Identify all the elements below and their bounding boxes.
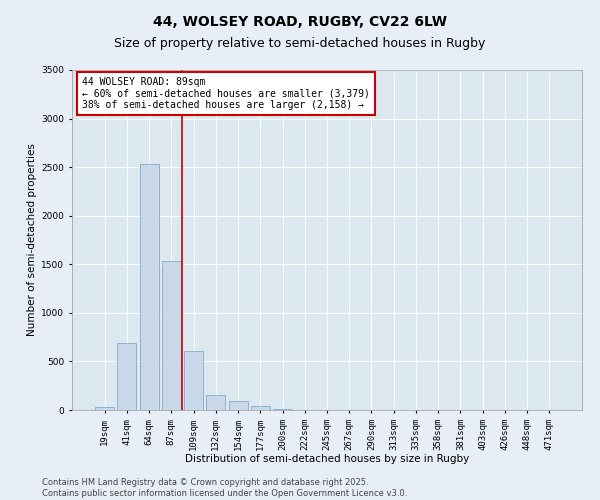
X-axis label: Distribution of semi-detached houses by size in Rugby: Distribution of semi-detached houses by … <box>185 454 469 464</box>
Text: 44, WOLSEY ROAD, RUGBY, CV22 6LW: 44, WOLSEY ROAD, RUGBY, CV22 6LW <box>153 15 447 29</box>
Y-axis label: Number of semi-detached properties: Number of semi-detached properties <box>27 144 37 336</box>
Bar <box>140 164 158 410</box>
Bar <box>184 350 203 410</box>
Bar <box>273 409 292 410</box>
Bar <box>95 407 114 410</box>
Text: Size of property relative to semi-detached houses in Rugby: Size of property relative to semi-detach… <box>115 38 485 51</box>
Bar <box>118 343 136 410</box>
Text: 44 WOLSEY ROAD: 89sqm
← 60% of semi-detached houses are smaller (3,379)
38% of s: 44 WOLSEY ROAD: 89sqm ← 60% of semi-deta… <box>82 77 370 110</box>
Bar <box>162 262 181 410</box>
Bar <box>229 402 248 410</box>
Bar <box>251 406 270 410</box>
Text: Contains HM Land Registry data © Crown copyright and database right 2025.
Contai: Contains HM Land Registry data © Crown c… <box>42 478 407 498</box>
Bar <box>206 396 225 410</box>
